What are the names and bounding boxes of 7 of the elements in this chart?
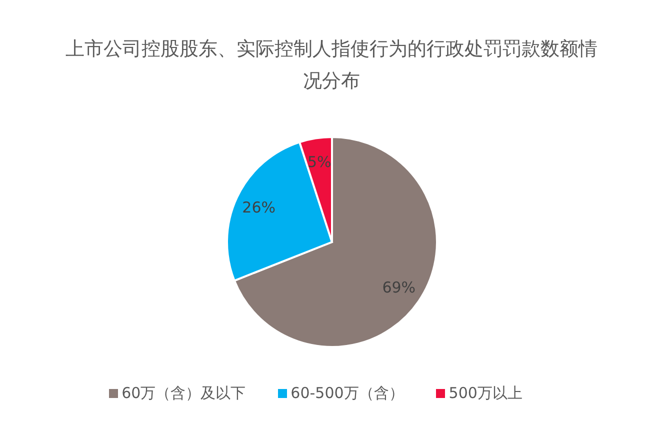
chart-title: 上市公司控股股东、实际控制人指使行为的行政处罚罚款数额情况分布 (64, 37, 598, 94)
data-label: 26% (242, 198, 276, 217)
data-label: 69% (382, 278, 416, 296)
legend-label: 60-500万（含） (290, 384, 404, 402)
legend-label: 500万以上 (448, 384, 522, 402)
data-label: 5% (307, 153, 332, 172)
legend-label: 60万（含）及以下 (122, 384, 246, 402)
